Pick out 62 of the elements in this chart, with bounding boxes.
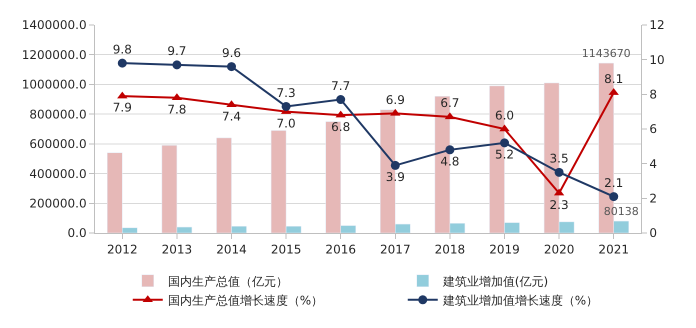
data-label: 2.3 — [550, 198, 569, 212]
data-label: 3.5 — [550, 152, 569, 166]
point — [118, 58, 127, 68]
point — [554, 168, 564, 177]
data-label: 6.8 — [331, 120, 350, 134]
data-label: 7.7 — [331, 78, 350, 93]
data-label: 5.2 — [494, 147, 514, 162]
x-tick-label: 2012 — [107, 242, 138, 256]
y-tick-label: 400000.0 — [29, 166, 87, 181]
x-tick-label: 2013 — [162, 242, 192, 256]
y2-tick-label: 12 — [649, 18, 665, 32]
y2-tick-label: 4 — [649, 156, 658, 171]
data-label: 6.7 — [440, 96, 460, 110]
y2-tick-label: 10 — [649, 52, 665, 67]
y-tick-label: 200000.0 — [29, 196, 87, 210]
y-tick-label: 1400000.0 — [22, 18, 87, 32]
data-label: 80138 — [604, 205, 639, 218]
x-tick-label: 2020 — [544, 242, 574, 256]
point — [500, 138, 509, 148]
x-tick-label: 2017 — [380, 242, 411, 256]
x-tick-label: 2018 — [434, 242, 466, 256]
y-tick-label: 600000.0 — [29, 137, 87, 152]
data-label: 2.1 — [604, 176, 624, 190]
y-tick-label: 0.0 — [68, 226, 87, 240]
y-tick-label: 1200000.0 — [22, 48, 87, 62]
data-label: 1143670 — [582, 47, 631, 60]
y2-tick-label: 2 — [649, 192, 658, 206]
data-label: 9.6 — [222, 46, 242, 60]
x-tick-label: 2014 — [216, 242, 247, 256]
data-label: 7.9 — [112, 100, 132, 115]
data-label: 7.3 — [276, 86, 296, 100]
data-label: 7.4 — [222, 109, 242, 124]
point — [609, 192, 618, 202]
legend-label: 建筑业增加值增长速度（%） — [442, 293, 598, 308]
point — [390, 108, 400, 116]
point — [172, 60, 182, 70]
point — [227, 62, 236, 72]
data-label: 3.9 — [386, 170, 405, 184]
y2-tick-label: 8 — [649, 88, 658, 102]
y-tick-label: 1000000.0 — [22, 78, 87, 92]
point — [336, 95, 346, 104]
y2-tick-label: 0 — [649, 226, 658, 240]
x-tick-label: 2016 — [325, 242, 356, 256]
data-label: 9.8 — [112, 42, 132, 57]
legend-label: 国内生产总值增长速度（%） — [168, 293, 324, 308]
data-label: 8.1 — [604, 72, 624, 86]
legend-label: 国内生产总值（亿元） — [168, 274, 288, 288]
data-label: 6.0 — [494, 108, 514, 122]
data-label: 9.7 — [167, 44, 186, 58]
data-label: 7.0 — [276, 116, 296, 130]
point — [282, 102, 291, 111]
x-tick-label: 2015 — [270, 242, 302, 256]
data-label: 6.9 — [386, 92, 405, 107]
y-tick-label: 800000.0 — [29, 107, 87, 122]
point — [445, 145, 454, 154]
data-label: 4.8 — [440, 154, 460, 168]
point — [390, 160, 400, 170]
data-label: 7.8 — [167, 102, 186, 116]
x-tick-label: 2019 — [489, 242, 520, 256]
y2-tick-label: 6 — [649, 122, 658, 136]
legend-label: 建筑业增加值(亿元) — [442, 274, 548, 288]
x-tick-label: 2021 — [598, 242, 629, 256]
